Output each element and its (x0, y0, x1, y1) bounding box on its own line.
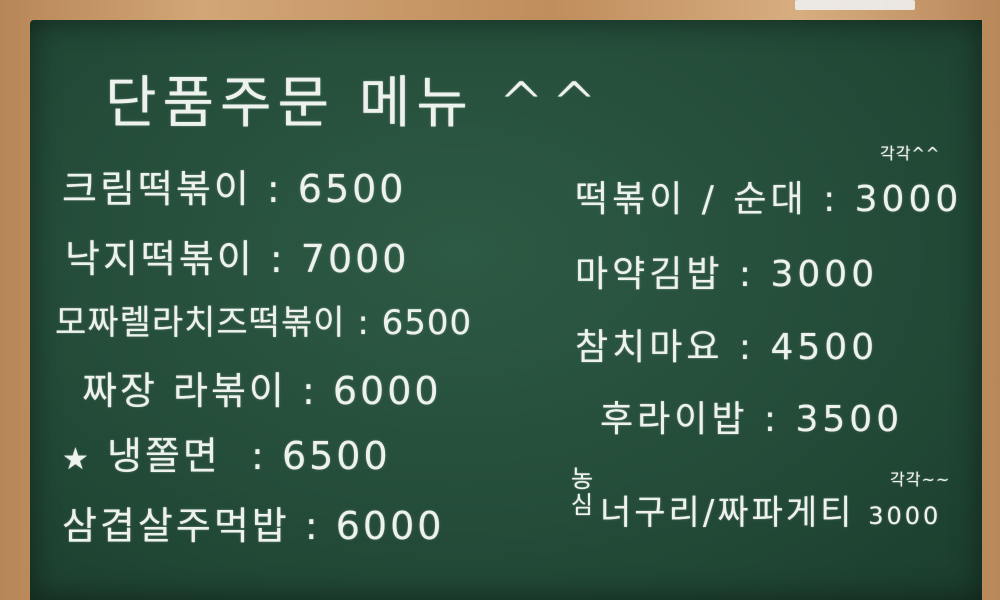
menu-title: 단품주문 메뉴 ^^ (105, 71, 604, 136)
note-each-2: 각각~~ (890, 470, 951, 489)
left-item-2: 낙지떡볶이 : 7000 (65, 237, 410, 281)
item-name: 마약김밥 (575, 254, 724, 295)
item-price: 4500 (770, 327, 879, 368)
item-price: 7000 (300, 237, 410, 281)
left-item-1: 크림떡볶이 : 6500 (62, 167, 407, 211)
brand-prefix: 농심 (570, 465, 596, 519)
item-price: 6000 (332, 369, 442, 413)
note-each-1: 각각^^ (880, 144, 941, 163)
item-name: 낙지떡볶이 (65, 237, 255, 281)
right-item-1: 떡볶이 / 순대 : 3000 (575, 179, 963, 220)
item-price: 6500 (381, 303, 473, 343)
item-name: 떡볶이 / 순대 (575, 179, 808, 220)
left-item-6: 삼겹살주먹밥 : 6000 (62, 504, 445, 548)
item-price: 6500 (281, 434, 391, 478)
item-price: 3000 (854, 179, 963, 220)
right-item-2: 마약김밥 : 3000 (575, 254, 879, 295)
item-price: 6000 (335, 504, 445, 548)
item-name: 크림떡볶이 (62, 167, 252, 211)
item-name: 짜장 라볶이 (82, 369, 287, 413)
item-name: 냉쫄면 (107, 434, 221, 478)
left-item-3: 모짜렐라치즈떡볶이 : 6500 (55, 303, 473, 343)
item-name: 모짜렐라치즈떡볶이 (55, 303, 346, 343)
chalkboard (30, 20, 982, 600)
item-name: 삼겹살주먹밥 (62, 504, 290, 548)
left-item-5: ★ 냉쫄면 : 6500 (62, 434, 391, 478)
tape-strip (795, 0, 915, 10)
item-price: 6500 (297, 167, 407, 211)
right-item-5: 너구리/짜파게티 3000 (600, 485, 941, 534)
item-name: 후라이밥 (600, 399, 749, 440)
item-price: 3500 (795, 399, 904, 440)
star-icon: ★ (62, 442, 92, 477)
right-item-3: 참치마요 : 4500 (575, 327, 879, 368)
item-name: 너구리/짜파게티 (600, 493, 855, 533)
left-item-4: 짜장 라볶이 : 6000 (82, 369, 442, 413)
right-item-4: 후라이밥 : 3500 (600, 399, 904, 440)
item-name: 참치마요 (575, 327, 724, 368)
item-price: 3000 (868, 502, 942, 530)
item-price: 3000 (770, 254, 879, 295)
